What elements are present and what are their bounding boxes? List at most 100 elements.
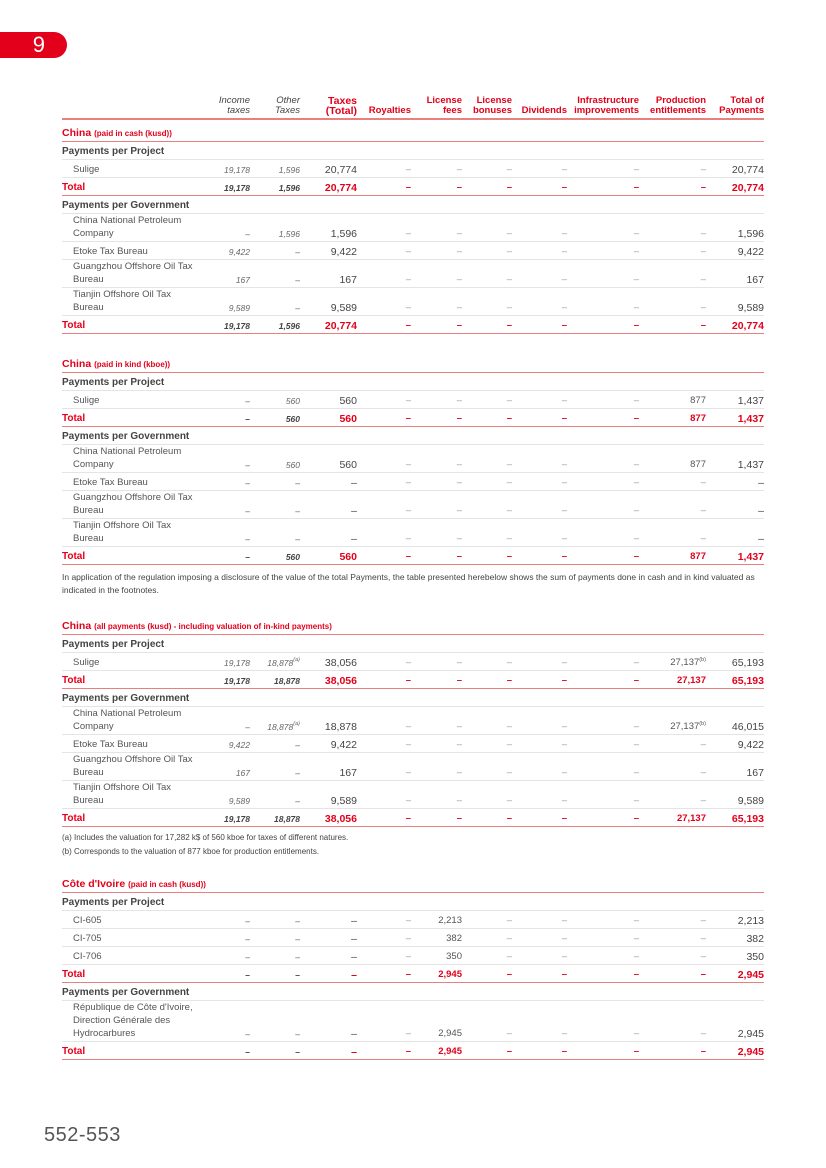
total-row: Total 19,178 1,596 20,774 – – – – – – 20,774 [62,177,764,196]
row-label-text: Tianjin Offshore Oil Tax Bureau [73,520,172,544]
value-cell: – [567,706,639,735]
value-cell: – [567,652,639,671]
total-row: Total – – – – 2,945 – – – – 2,945 [62,1041,764,1060]
value: 1,596 [330,228,357,240]
value-cell: – [357,706,411,735]
value: – [245,952,250,962]
value-cell: 560 [250,408,300,427]
value: – [633,395,639,406]
value: 18,878 [274,814,300,824]
value: – [245,916,250,926]
value-cell: – [512,390,567,409]
value-cell: – [567,546,639,565]
value: – [295,970,300,980]
section-subtitle: (paid in cash (kusd)) [128,880,206,889]
value: 27,137 [676,813,706,824]
value: – [506,721,512,732]
value-cell: – [567,670,639,689]
value-cell: – [200,408,250,427]
value-cell: – [411,472,462,491]
value: – [633,969,639,980]
value: – [561,933,567,944]
value-cell: – [462,652,512,671]
value-cell: – [411,444,462,473]
value: – [700,302,706,313]
value-cell: – [357,159,411,178]
value: 167 [746,274,764,286]
value: – [700,1046,706,1057]
section-title: Côte d'Ivoire (paid in cash (kusd)) [62,871,764,893]
value-cell: – [639,490,706,519]
value: – [405,182,411,193]
row-label-text: Tianjin Offshore Oil Tax Bureau [73,782,172,806]
value: – [351,1046,357,1058]
value: – [561,395,567,406]
row-label-text: Tianjin Offshore Oil Tax Bureau [73,289,172,313]
value-cell: 2,213 [411,910,462,929]
value: – [506,915,512,926]
value-cell: – [250,472,300,491]
value-cell: – [567,518,639,547]
value: 9,422 [737,739,764,751]
row-label: Total [62,315,200,334]
value: – [405,1046,411,1057]
value: – [245,229,250,239]
value-cell: – [512,706,567,735]
row-label-text: République de Côte d'Ivoire, Direction G… [73,1002,193,1039]
value-cell: – [357,652,411,671]
value-cell: 560 [300,390,357,409]
value-cell: 18,878(a) [250,652,300,671]
footnote-marker: (a) [293,721,300,727]
row-label: Payments per Government [62,982,200,1001]
blank [200,195,764,214]
value-cell: 27,137 [639,808,706,827]
value: 65,193 [731,675,764,687]
value: – [456,551,462,562]
value-cell: – [357,444,411,473]
value: – [506,533,512,544]
value: – [295,303,300,313]
value-cell: 9,422 [200,734,250,753]
value: – [405,657,411,668]
value: – [506,795,512,806]
value-cell: – [639,213,706,242]
value: 9,422 [737,246,764,258]
value: 167 [235,275,250,285]
value: – [561,795,567,806]
value: – [633,302,639,313]
value: – [295,478,300,488]
value-cell: – [411,159,462,178]
column-header: Total of Payments [706,96,764,120]
value: 9,589 [228,796,250,806]
group-header: Payments per Project [62,141,764,160]
value: – [456,477,462,488]
value: – [506,657,512,668]
row-label: Total [62,964,200,983]
row-label: China National Petroleum Company [62,444,200,473]
section-subtitle: (all payments (kusd) - including valuati… [94,622,332,631]
value: 2,213 [737,915,764,927]
value: – [456,739,462,750]
value-cell: 9,589 [706,780,764,809]
value-cell: – [567,444,639,473]
value-cell: – [357,546,411,565]
value-cell: 9,589 [300,287,357,316]
value-cell: – [462,518,512,547]
row-label: Payments per Government [62,195,200,214]
value-cell: – [639,287,706,316]
value: – [561,915,567,926]
total-row: Total – 560 560 – – – – – 877 1,437 [62,408,764,427]
value: 19,178 [224,658,250,668]
value-cell: – [357,734,411,753]
value-cell: – [639,159,706,178]
value: – [561,505,567,516]
value-cell: – [512,444,567,473]
value: – [245,534,250,544]
value: – [405,246,411,257]
group-header: Payments per Project [62,892,764,911]
row-label: Tianjin Offshore Oil Tax Bureau [62,518,200,547]
value: 27,137 [670,657,700,668]
column-header: Other Taxes [250,96,300,120]
value-cell: – [462,1000,512,1042]
value: – [700,933,706,944]
